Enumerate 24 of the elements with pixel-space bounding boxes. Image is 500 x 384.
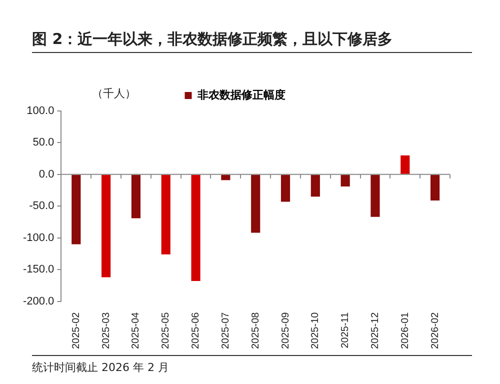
y-tick-label: 50.0 (32, 136, 54, 149)
x-tick-label: 2025-05 (160, 312, 172, 350)
x-tick-label: 2025-10 (310, 312, 322, 350)
y-tick-label: -50.0 (29, 200, 54, 212)
text: 统计时间截止 2026 年 2 月 (32, 360, 169, 375)
legend-label: 非农数据修正幅度 (196, 88, 286, 102)
x-tick-label: 2025-09 (280, 312, 292, 350)
x-tick-label: 2025-06 (190, 312, 202, 350)
y-tick-label: -200.0 (22, 295, 54, 308)
x-tick-label: 2025-07 (220, 312, 232, 350)
y-tick-label: 100.0 (26, 105, 54, 118)
chart-title: 图 2：近一年以来，非农数据修正频繁，且以下修居多 (32, 30, 393, 49)
x-tick-label: 2026-01 (400, 312, 411, 350)
x-tick-label: 2025-12 (370, 312, 381, 350)
y-tick-label: -100.0 (22, 232, 54, 244)
x-tick-label: 2025-11 (340, 312, 352, 348)
x-tick-label: 2025-04 (130, 312, 142, 350)
x-tick-label: 2025-02 (70, 312, 82, 350)
x-tick-label: 2025-08 (250, 312, 262, 350)
y-tick-label: -150.0 (22, 264, 54, 276)
x-tick-label: 2026-02 (430, 312, 441, 350)
y-tick-label: 0.0 (38, 168, 54, 180)
y-axis-title: （千人） (92, 86, 136, 101)
x-tick-label: 2025-03 (100, 312, 112, 350)
